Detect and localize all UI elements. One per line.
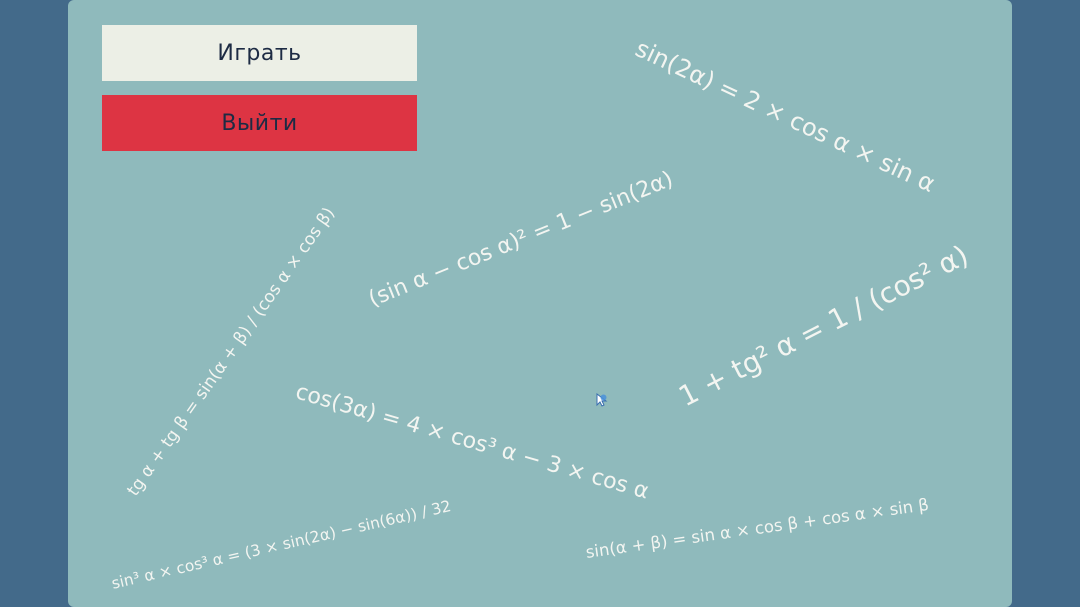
formula-sin-cube-cos-cube: sin³ α × cos³ α = (3 × sin(2α) − sin(6α)… [109, 496, 453, 593]
exit-button[interactable]: Выйти [102, 95, 417, 151]
formula-sin-sum: sin(α + β) = sin α × cos β + cos α × sin… [584, 494, 930, 562]
formula-one-plus-tg-squared: 1 + tg² α = 1 / (cos² α) [673, 238, 974, 414]
formula-tg-sum: tg α + tg β = sin(α + β) / (cos α × cos … [123, 203, 340, 500]
formula-sin-minus-cos-squared: (sin α − cos α)² = 1 − sin(2α) [365, 166, 677, 313]
mouse-cursor-icon [596, 393, 608, 407]
formula-sin-double-angle: sin(2α) = 2 × cos α × sin α [631, 34, 940, 198]
main-menu-screen: Играть Выйти sin(2α) = 2 × cos α × sin α… [68, 0, 1012, 607]
play-button[interactable]: Играть [102, 25, 417, 81]
